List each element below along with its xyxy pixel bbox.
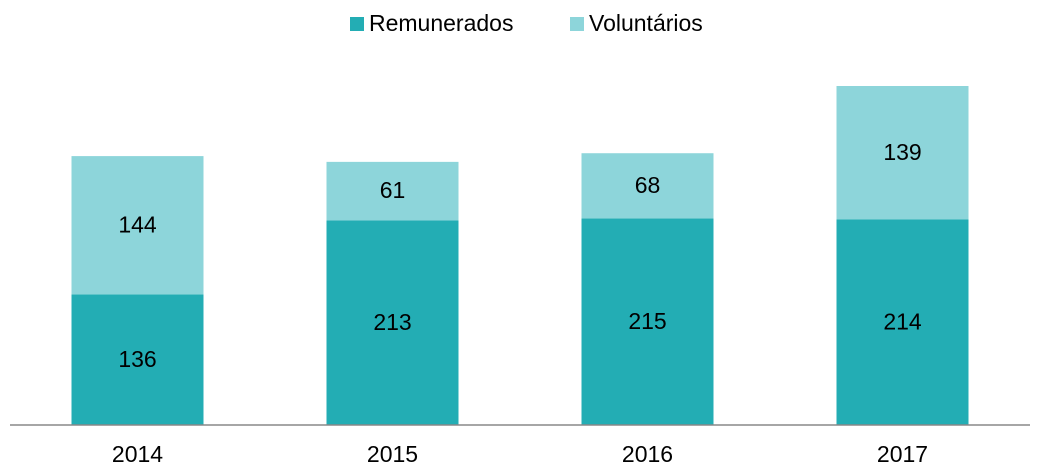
data-label: 144 — [118, 211, 157, 237]
x-tick-label: 2016 — [622, 441, 673, 467]
x-tick-label: 2015 — [367, 441, 418, 467]
bar-segment — [71, 156, 204, 295]
bar-segment — [326, 220, 459, 425]
legend-swatch — [350, 17, 364, 31]
data-label: 214 — [883, 308, 922, 334]
bar-segment — [836, 219, 969, 425]
bar-segment — [581, 218, 714, 425]
legend-label: Voluntários — [589, 10, 703, 36]
x-tick-label: 2014 — [112, 441, 163, 467]
x-tick-label: 2017 — [877, 441, 928, 467]
data-label: 215 — [628, 308, 666, 334]
bar-segment — [836, 86, 969, 220]
data-label: 61 — [380, 177, 406, 203]
bar-segment — [326, 161, 459, 221]
data-label: 136 — [118, 346, 156, 372]
bar-segment — [71, 294, 204, 425]
data-label: 68 — [635, 172, 661, 198]
bar-segment — [581, 153, 714, 219]
legend-label: Remunerados — [369, 10, 513, 36]
legend-swatch — [570, 17, 584, 31]
data-label: 213 — [373, 309, 411, 335]
data-label: 139 — [883, 139, 921, 165]
